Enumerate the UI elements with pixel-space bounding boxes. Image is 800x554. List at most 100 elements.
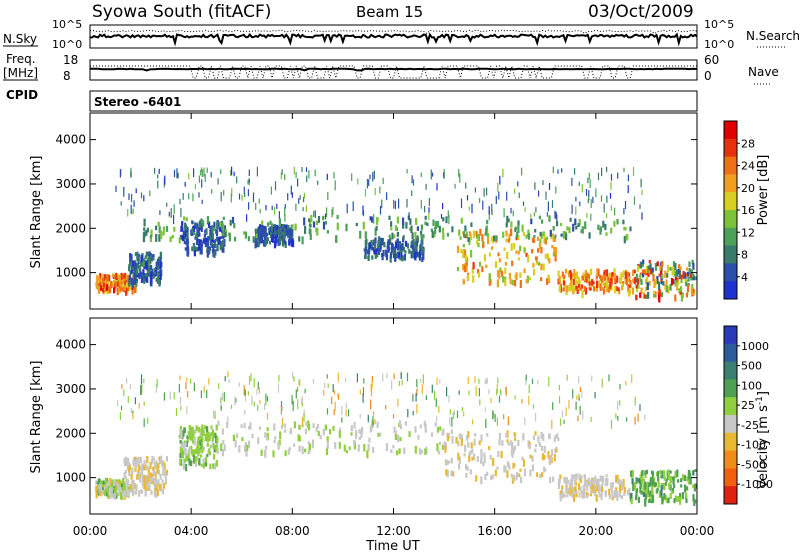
velocity-cell xyxy=(554,434,557,438)
velocity-cell xyxy=(637,478,640,483)
power-cell xyxy=(502,168,504,178)
velocity-cell xyxy=(549,455,553,462)
velocity-cell xyxy=(412,410,414,416)
power-cell xyxy=(641,212,643,220)
velocity-cell xyxy=(148,484,151,489)
velocity-cell xyxy=(129,384,131,390)
power-cell xyxy=(420,224,423,231)
velocity-cell xyxy=(563,476,566,484)
velocity-cell xyxy=(578,396,580,401)
power-cell xyxy=(115,272,118,280)
power-cell xyxy=(221,222,224,230)
power-cell xyxy=(422,252,425,260)
power-cell xyxy=(205,242,208,248)
power-cell xyxy=(130,204,132,215)
power-cell xyxy=(562,280,566,286)
velocity-cell xyxy=(203,386,205,393)
power-cell xyxy=(464,254,467,262)
power-cell xyxy=(402,246,405,252)
power-cell xyxy=(155,267,158,273)
velocity-cell xyxy=(156,379,158,388)
power-cell xyxy=(558,285,561,293)
power-cell xyxy=(424,215,427,220)
velocity-cell xyxy=(661,498,664,503)
power-cell xyxy=(159,252,162,258)
power-cell xyxy=(218,236,221,245)
velocity-cell xyxy=(631,470,634,477)
velocity-cell xyxy=(540,445,544,452)
power-cell xyxy=(169,236,172,243)
velocity-cell xyxy=(210,444,213,448)
power-cell xyxy=(665,285,668,293)
velocity-cell xyxy=(579,405,581,415)
power-cell xyxy=(552,252,555,257)
power-cell xyxy=(467,237,470,242)
velocity-cell xyxy=(418,448,422,455)
power-cell xyxy=(185,226,188,230)
velocity-cell xyxy=(687,473,690,480)
velocity-cell xyxy=(617,415,619,421)
power-cell xyxy=(133,273,137,279)
velocity-cell xyxy=(238,382,240,387)
power-cell xyxy=(309,234,312,240)
nsky-tick-bottom: 10^0 xyxy=(52,38,82,51)
velocity-cell xyxy=(653,482,656,488)
power-cell xyxy=(244,231,247,239)
power-cell xyxy=(335,237,338,243)
power-cell xyxy=(530,213,532,218)
velocity-cell xyxy=(338,430,341,438)
power-cell xyxy=(212,227,215,231)
power-cell xyxy=(131,193,133,203)
power-cell xyxy=(364,255,367,259)
power-cell xyxy=(257,229,260,237)
power-cell xyxy=(420,234,423,240)
velocity-cell xyxy=(111,492,114,499)
velocity-cell xyxy=(132,481,135,489)
velocity-cell xyxy=(397,434,400,442)
velocity-cell xyxy=(260,449,263,456)
power-cell xyxy=(632,269,635,277)
power-cell xyxy=(198,247,201,251)
power-ytick-label: 3000 xyxy=(55,177,86,191)
power-cell xyxy=(308,218,311,222)
power-cell xyxy=(627,174,629,182)
velocity-cell xyxy=(198,446,201,454)
power-cell xyxy=(133,267,136,276)
velocity-cell xyxy=(648,499,651,503)
power-cell xyxy=(131,286,134,295)
velocity-cell xyxy=(326,408,329,415)
power-cell xyxy=(578,218,581,226)
velocity-cell xyxy=(543,454,546,460)
power-cell xyxy=(546,278,549,285)
velocity-cell xyxy=(598,493,601,498)
velocity-cell xyxy=(193,382,195,392)
power-cell xyxy=(451,226,454,233)
power-cell xyxy=(150,271,153,276)
velocity-cell xyxy=(484,473,487,480)
power-cell xyxy=(505,230,508,237)
power-cell xyxy=(527,232,531,240)
velocity-cell xyxy=(304,448,307,453)
velocity-cell xyxy=(505,387,507,396)
power-cell xyxy=(507,238,510,243)
velocity-cell xyxy=(608,493,611,497)
power-cell xyxy=(191,221,194,225)
power-cell xyxy=(419,250,422,257)
power-cell xyxy=(566,226,569,231)
power-cell xyxy=(589,268,593,275)
velocity-cell xyxy=(253,378,255,388)
velocity-cell xyxy=(566,492,569,498)
velocity-cell xyxy=(575,401,577,410)
power-cell xyxy=(210,171,212,178)
power-cell xyxy=(610,285,613,291)
power-cell xyxy=(665,272,668,278)
velocity-cell xyxy=(450,429,453,435)
velocity-cell xyxy=(301,446,304,455)
velocity-cell xyxy=(567,479,570,485)
power-cell xyxy=(616,275,619,283)
velocity-cell xyxy=(224,376,226,382)
velocity-cell xyxy=(179,458,182,466)
velocity-cell xyxy=(158,483,161,491)
date-label: 03/Oct/2009 xyxy=(588,2,694,22)
velocity-cell xyxy=(557,481,561,490)
